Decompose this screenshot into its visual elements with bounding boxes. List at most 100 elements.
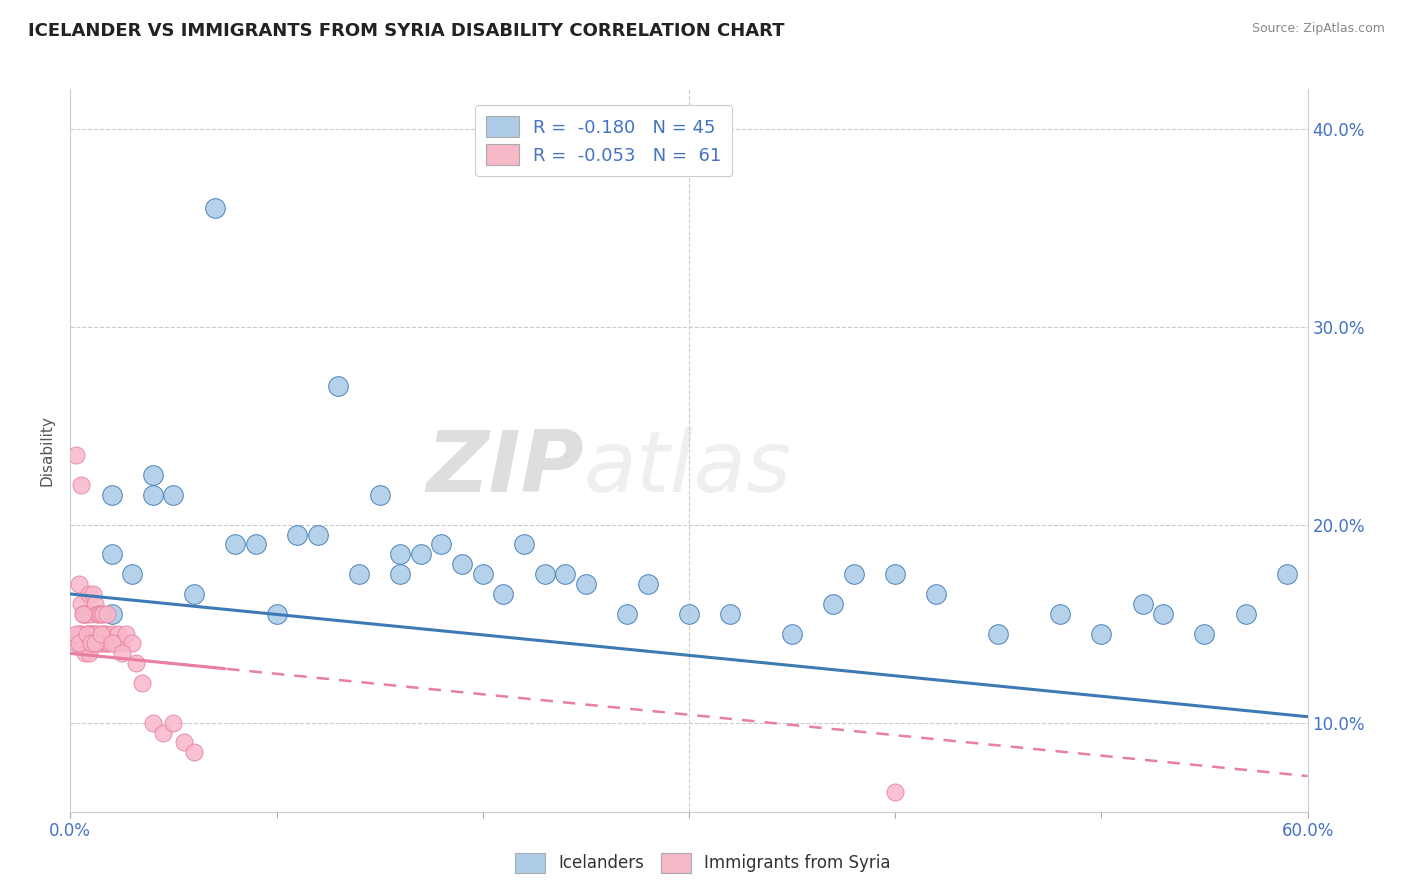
Point [389,548,412,562]
Point [69,597,91,611]
Point [389,567,412,582]
Point [245,537,267,551]
Point [82,587,104,601]
Point [94,626,117,640]
Point [925,587,948,601]
Point [100,626,122,640]
Point [142,488,165,502]
Point [1234,607,1257,621]
Point [100,548,122,562]
Point [76,626,98,640]
Point [65,449,87,463]
Point [72,607,94,621]
Point [80,626,103,640]
Y-axis label: Disability: Disability [39,415,55,486]
Point [73,607,96,621]
Point [91,607,114,621]
Point [111,636,134,650]
Point [67,636,90,650]
Point [1090,626,1112,640]
Point [91,626,114,640]
Point [616,607,638,621]
Point [84,636,107,650]
Point [285,527,308,541]
Point [65,626,87,640]
Point [73,646,96,660]
Text: ZIP: ZIP [426,427,583,510]
Point [77,626,100,640]
Point [89,636,111,650]
Point [1275,567,1298,582]
Point [328,379,350,393]
Point [173,735,195,749]
Point [430,537,453,551]
Point [67,577,90,591]
Point [82,626,104,640]
Point [152,725,174,739]
Point [142,468,165,483]
Point [104,636,127,650]
Point [86,607,108,621]
Point [204,201,226,215]
Point [307,527,329,541]
Point [96,607,118,621]
Point [884,567,907,582]
Point [90,636,112,650]
Point [1132,597,1154,611]
Point [678,607,700,621]
Point [884,785,907,799]
Point [121,636,143,650]
Point [103,636,125,650]
Point [987,626,1010,640]
Legend: Icelanders, Immigrants from Syria: Icelanders, Immigrants from Syria [509,847,897,880]
Point [409,548,432,562]
Legend: R =  -0.180   N = 45, R =  -0.053   N =  61: R = -0.180 N = 45, R = -0.053 N = 61 [475,105,733,176]
Point [67,626,90,640]
Point [80,607,103,621]
Point [121,567,143,582]
Point [76,607,98,621]
Point [84,626,107,640]
Text: atlas: atlas [583,427,792,510]
Point [100,607,122,621]
Point [347,567,370,582]
Point [76,626,98,640]
Point [780,626,803,640]
Point [368,488,391,502]
Point [823,597,845,611]
Point [86,626,108,640]
Point [94,636,117,650]
Point [142,715,165,730]
Point [266,607,288,621]
Point [84,636,107,650]
Point [492,587,515,601]
Point [471,567,494,582]
Point [69,478,91,492]
Point [80,636,103,650]
Point [100,488,122,502]
Point [69,626,91,640]
Point [183,587,205,601]
Point [1194,626,1216,640]
Point [183,745,205,759]
Point [637,577,659,591]
Text: ICELANDER VS IMMIGRANTS FROM SYRIA DISABILITY CORRELATION CHART: ICELANDER VS IMMIGRANTS FROM SYRIA DISAB… [28,22,785,40]
Point [98,636,121,650]
Point [77,646,100,660]
Point [84,597,107,611]
Point [90,626,112,640]
Point [125,657,148,671]
Point [115,626,138,640]
Point [451,558,474,572]
Point [162,715,184,730]
Point [96,636,118,650]
Point [89,607,111,621]
Point [131,676,153,690]
Point [90,607,112,621]
Point [842,567,865,582]
Point [111,646,134,660]
Point [65,636,87,650]
Point [533,567,555,582]
Point [575,577,598,591]
Point [162,488,184,502]
